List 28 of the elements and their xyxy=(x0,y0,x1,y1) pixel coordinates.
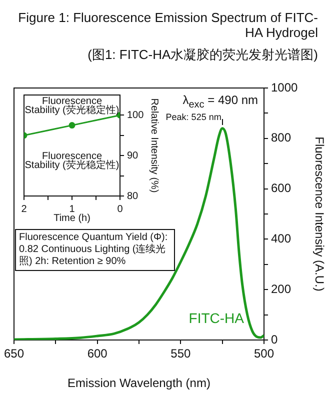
x-tick-label: 0 xyxy=(117,204,124,215)
annotation: Fluorescence Stability (荧光稳定性) xyxy=(24,96,120,116)
x-axis-title: Time (h) xyxy=(54,212,90,224)
annotation: λ$_{exc}$ = 490 nm xyxy=(182,93,258,110)
chart-title: Figure 1: Fluorescence Emission Spectrum of FITC-HA Hydrogel xyxy=(17,10,318,40)
annotation: Fluorescence Stability (荧光稳定性) xyxy=(24,150,120,171)
y-tick-label: 600 xyxy=(271,181,292,196)
annotation: Fluorescence Quantum Yield (Φ): 0.82 Continuous Lighting (连续光照) 2h: Retention ≥ 90% xyxy=(15,229,175,271)
x-tick-label: 550 xyxy=(170,346,191,361)
annotation: Peak: 525 nm xyxy=(166,112,222,122)
y-tick-label: 400 xyxy=(271,232,292,246)
y-tick-label: 1000 xyxy=(271,80,298,94)
x-tick-label: 2 xyxy=(21,204,28,215)
chart-subtitle: (图1: FITC-HA水凝胶的荧光发射光谱图) xyxy=(86,46,318,64)
y-tick-label: 800 xyxy=(271,130,292,145)
x-tick-label: 1 xyxy=(69,204,76,215)
x-tick-label: 600 xyxy=(87,346,108,361)
y-tick-label: 100 xyxy=(127,110,144,121)
x-axis-title: Emission Wavelength (nm) xyxy=(68,376,210,390)
y-axis-title: Relative Intensity (%) xyxy=(148,98,160,193)
y-axis-title: Fluorescence Intensity (A.U.) xyxy=(312,136,326,292)
y-tick-label: 90 xyxy=(127,150,139,162)
y-tick-label: 0 xyxy=(271,332,278,346)
x-tick-label: 500 xyxy=(254,346,274,361)
series-label: FITC-HA xyxy=(188,310,244,326)
y-tick-label: 200 xyxy=(271,282,292,296)
y-tick-label: 80 xyxy=(127,190,139,202)
x-tick-label: 650 xyxy=(4,346,24,361)
